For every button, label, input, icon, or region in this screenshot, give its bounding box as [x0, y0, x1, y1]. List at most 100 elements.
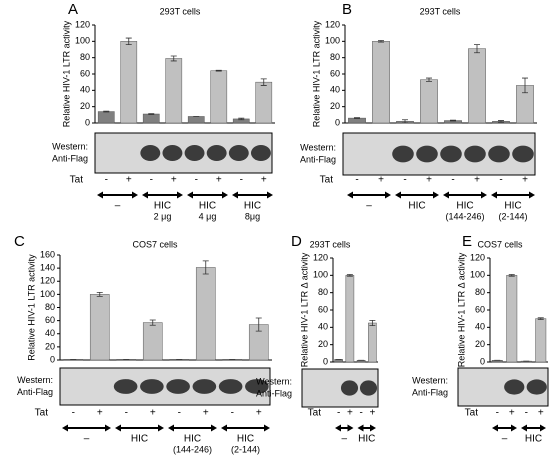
- y-tick-label: 120: [325, 19, 340, 29]
- group-sublabel: (2-144): [498, 211, 527, 221]
- tat-sign: -: [525, 408, 528, 419]
- y-tick-label: 100: [325, 36, 340, 46]
- y-axis-label: Relative HIV-1 LTR Δ activity: [456, 252, 466, 367]
- blot-band: [359, 380, 378, 396]
- y-axis-label: Relative HIV-1 LTR activity: [61, 20, 71, 127]
- panel-letter: E: [462, 233, 472, 250]
- y-tick-label: 20: [475, 339, 485, 349]
- y-tick-label: 120: [40, 276, 55, 286]
- y-tick-label: 0: [85, 117, 90, 127]
- blot-band: [192, 379, 217, 394]
- y-tick-label: 100: [470, 270, 485, 280]
- y-tick-label: 140: [40, 263, 55, 273]
- group-label: HIC: [358, 434, 375, 445]
- panel-title: 293T cells: [420, 6, 461, 16]
- group-sublabel: 2 μg: [154, 211, 172, 221]
- error-bar: [498, 120, 504, 123]
- group-sublabel: (144-246): [445, 211, 484, 221]
- group-label: HIC: [154, 201, 171, 212]
- tat-sign: -: [72, 408, 75, 419]
- group-sublabel: 8μg: [245, 211, 260, 221]
- bar: [210, 70, 228, 124]
- group-label: HIC: [456, 201, 473, 212]
- group-label: –: [366, 201, 372, 212]
- arrow-head: [357, 424, 376, 432]
- error-bar: [450, 119, 456, 122]
- tat-sign: -: [496, 408, 499, 419]
- western-label: Western:: [300, 142, 336, 152]
- tat-sign: -: [403, 175, 406, 186]
- group-label: –: [84, 434, 90, 445]
- blot-band: [140, 379, 164, 394]
- blot-band: [250, 145, 271, 161]
- blot-band: [206, 145, 227, 161]
- error-bar: [522, 77, 528, 94]
- tat-sign: -: [195, 175, 198, 186]
- error-bar: [474, 44, 480, 54]
- group-label: HIC: [199, 201, 216, 212]
- tat-sign: -: [355, 175, 358, 186]
- y-tick-label: 20: [330, 101, 340, 111]
- group-label: –: [502, 434, 508, 445]
- group-sublabel: (144-246): [173, 444, 212, 454]
- western-label: Anti-Flag: [256, 388, 292, 398]
- bar: [255, 81, 273, 124]
- error-bar: [96, 292, 103, 297]
- tat-sign: +: [378, 175, 384, 186]
- y-tick-label: 60: [318, 304, 328, 314]
- tat-sign: -: [359, 408, 362, 419]
- y-tick-label: 100: [313, 270, 328, 280]
- tat-label: Tat: [70, 175, 84, 186]
- arrow-head: [115, 424, 164, 432]
- blot-band: [340, 380, 359, 396]
- group-label: HIC: [408, 201, 425, 212]
- blot-band: [504, 379, 525, 395]
- y-axis-label: Relative HIV-1 LTR activity: [26, 254, 36, 361]
- tat-sign: +: [216, 175, 222, 186]
- y-tick-label: 0: [480, 356, 485, 366]
- y-tick-label: 80: [330, 52, 340, 62]
- bar: [420, 79, 438, 124]
- blot-band: [392, 145, 414, 163]
- blot-band: [416, 145, 438, 163]
- error-bar: [369, 320, 376, 326]
- y-tick-label: 20: [318, 339, 328, 349]
- bar: [506, 275, 518, 363]
- bar: [195, 267, 216, 361]
- tat-sign: +: [347, 408, 353, 419]
- y-tick-label: 80: [318, 287, 328, 297]
- bar: [368, 322, 377, 363]
- panel-title: 293T cells: [310, 239, 351, 249]
- blot-band: [464, 145, 486, 163]
- blot-band: [512, 145, 534, 163]
- blot-band: [488, 145, 510, 163]
- y-tick-label: 40: [330, 85, 340, 95]
- tat-sign: -: [231, 408, 234, 419]
- western-label: Anti-Flag: [412, 387, 448, 397]
- tat-sign: -: [240, 175, 243, 186]
- error-bar: [202, 260, 209, 275]
- bar: [187, 116, 205, 124]
- group-label: –: [115, 201, 121, 212]
- group-sublabel: 4 μg: [199, 211, 217, 221]
- tat-sign: -: [178, 408, 181, 419]
- western-label: Western:: [17, 375, 53, 385]
- error-bar: [346, 274, 353, 277]
- tat-sign: -: [125, 408, 128, 419]
- tat-label: Tat: [35, 408, 49, 419]
- group-label: HIC: [525, 434, 542, 445]
- y-tick-label: 40: [45, 328, 55, 338]
- y-tick-label: 40: [80, 85, 90, 95]
- tat-sign: +: [426, 175, 432, 186]
- western-label: Western:: [52, 141, 88, 151]
- error-bar: [148, 113, 155, 115]
- tat-sign: +: [369, 408, 375, 419]
- blot-band: [228, 145, 249, 161]
- blot-band: [440, 145, 462, 163]
- bar: [165, 58, 183, 124]
- y-axis-label: Relative HIV-1 LTR activity: [311, 20, 321, 127]
- tat-sign: +: [203, 408, 209, 419]
- tat-sign: +: [256, 408, 262, 419]
- bar: [142, 322, 163, 361]
